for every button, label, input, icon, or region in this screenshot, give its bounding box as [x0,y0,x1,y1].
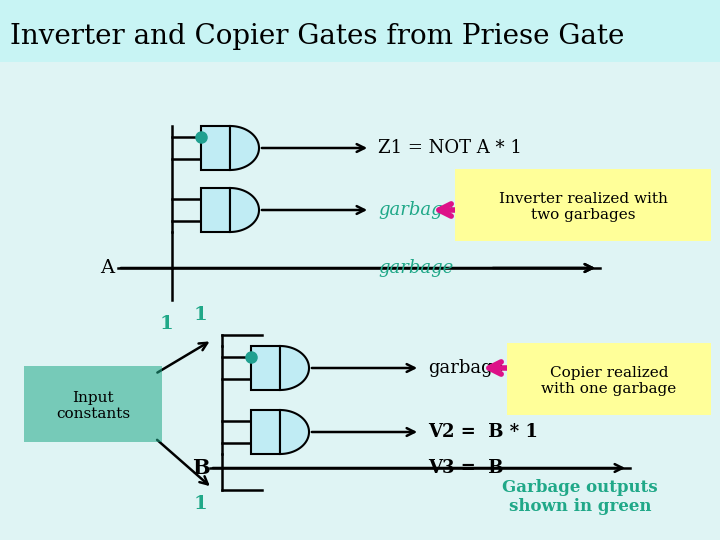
FancyBboxPatch shape [507,343,711,415]
Polygon shape [280,410,309,454]
Polygon shape [251,346,280,390]
Text: garbage: garbage [428,359,503,377]
FancyBboxPatch shape [0,0,720,62]
Text: Garbage outputs
shown in green: Garbage outputs shown in green [502,478,658,515]
Polygon shape [280,346,309,390]
Text: 1: 1 [193,306,207,324]
Text: garbage: garbage [378,259,454,277]
Text: V3 =  B: V3 = B [428,459,503,477]
Text: Inverter and Copier Gates from Priese Gate: Inverter and Copier Gates from Priese Ga… [10,23,624,50]
Polygon shape [251,410,280,454]
Text: 1: 1 [159,315,173,333]
Text: A: A [100,259,114,277]
FancyBboxPatch shape [455,169,711,241]
Text: 1: 1 [193,495,207,513]
Text: Input
constants: Input constants [56,391,130,421]
Text: Copier realized
with one garbage: Copier realized with one garbage [541,366,677,396]
Text: V2 =  B * 1: V2 = B * 1 [428,423,538,441]
Polygon shape [230,126,259,170]
Polygon shape [201,188,230,232]
Text: Inverter realized with
two garbages: Inverter realized with two garbages [498,192,667,222]
Text: B: B [192,458,210,478]
Text: garbage: garbage [378,201,454,219]
Polygon shape [201,126,230,170]
Polygon shape [230,188,259,232]
Text: Z1 = NOT A * 1: Z1 = NOT A * 1 [378,139,522,157]
FancyBboxPatch shape [24,366,162,442]
